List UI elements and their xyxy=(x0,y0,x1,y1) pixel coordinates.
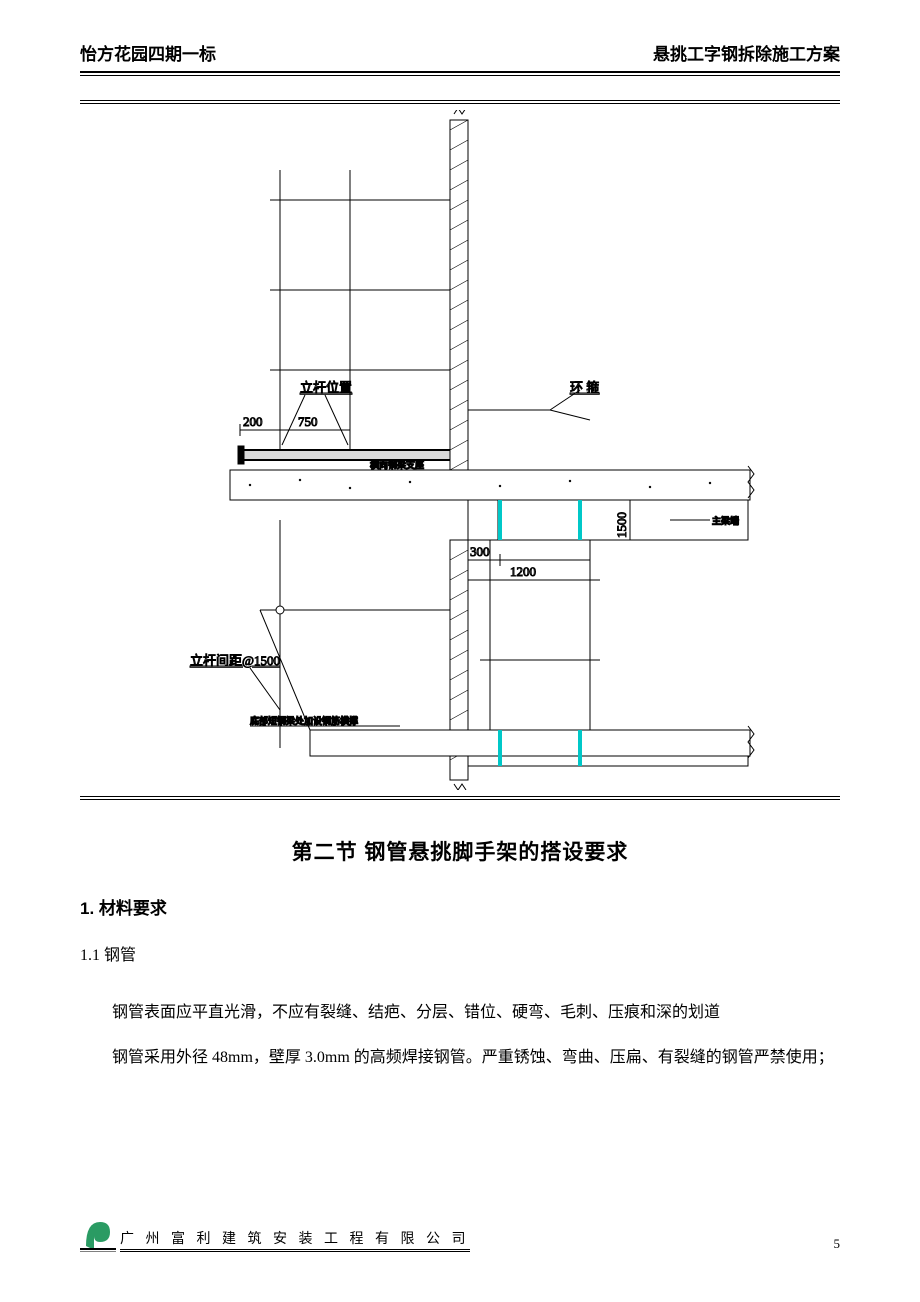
header-rule-thick xyxy=(80,71,840,73)
label-small2: 底部短钢梁处加设钢筋横撑 xyxy=(250,715,358,726)
paragraph-2: 钢管采用外径 48mm，壁厚 3.0mm 的高频焊接钢管。严重锈蚀、弯曲、压扁、… xyxy=(80,1036,840,1081)
dim-1500: 1500 xyxy=(614,512,629,538)
page-header: 怡方花园四期一标 悬挑工字钢拆除施工方案 xyxy=(80,40,840,71)
label-main-beam: 主梁端 xyxy=(712,515,739,526)
header-rule-thin xyxy=(80,75,840,76)
label-post-spacing: 立杆间距@1500 xyxy=(190,653,280,668)
header-right: 悬挑工字钢拆除施工方案 xyxy=(653,40,840,65)
header-left: 怡方花园四期一标 xyxy=(80,40,216,65)
dim-750: 750 xyxy=(298,414,318,429)
page-number: 5 xyxy=(834,1236,841,1252)
footer-company: 广 州 富 利 建 筑 安 装 工 程 有 限 公 司 xyxy=(120,1228,470,1252)
label-post-position: 立杆位置 xyxy=(300,380,352,395)
heading-1-1: 1.1 钢管 xyxy=(80,941,840,965)
label-ring: 环 箍 xyxy=(570,380,599,395)
page-footer: 广 州 富 利 建 筑 安 装 工 程 有 限 公 司 5 xyxy=(80,1212,840,1252)
heading-1: 1. 材料要求 xyxy=(80,894,840,919)
section-title: 第二节 钢管悬挑脚手架的搭设要求 xyxy=(80,836,840,866)
paragraph-1: 钢管表面应平直光滑，不应有裂缝、结疤、分层、错位、硬弯、毛刺、压痕和深的划道 xyxy=(80,991,840,1036)
dim-200: 200 xyxy=(243,414,263,429)
dim-1200: 1200 xyxy=(510,564,536,579)
dim-300: 300 xyxy=(470,544,490,559)
company-logo-icon xyxy=(80,1212,116,1252)
figure-frame: 立杆位置 环 箍 200 750 横向钢梁支座 xyxy=(80,100,840,800)
scaffold-diagram: 立杆位置 环 箍 200 750 横向钢梁支座 xyxy=(150,110,770,790)
label-small1: 横向钢梁支座 xyxy=(370,459,424,470)
